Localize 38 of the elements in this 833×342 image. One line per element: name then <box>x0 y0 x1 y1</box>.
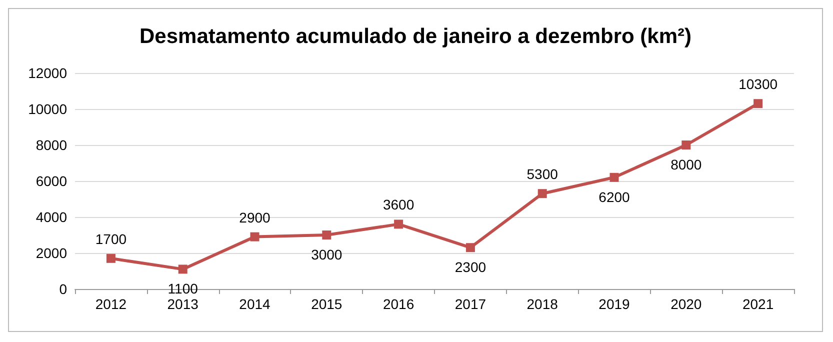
point <box>106 254 116 263</box>
data-label: 6200 <box>598 188 630 205</box>
data-label: 10300 <box>738 76 778 92</box>
y-tick-label: 10000 <box>28 101 68 117</box>
point <box>394 220 404 229</box>
point <box>538 189 547 198</box>
data-label: 1100 <box>168 280 198 297</box>
y-tick-label: 0 <box>59 281 68 297</box>
y-tick-label: 12000 <box>28 65 68 81</box>
y-tick-label: 6000 <box>36 173 68 189</box>
data-label: 5300 <box>526 166 558 182</box>
point <box>250 232 260 242</box>
chart-title: Desmatamento acumulado de janeiro a dezembro (km²) <box>140 25 692 48</box>
data-label: 3000 <box>311 246 342 262</box>
x-tick-label: 2017 <box>454 296 486 312</box>
point <box>682 140 691 150</box>
x-tick-label: 2020 <box>670 296 702 312</box>
data-label: 3600 <box>382 196 414 213</box>
point <box>466 243 475 252</box>
point <box>610 172 619 182</box>
x-tick-label: 2012 <box>95 296 127 312</box>
point <box>322 230 332 240</box>
y-tick-label: 2000 <box>36 245 68 261</box>
x-tick-label: 2014 <box>239 296 271 312</box>
x-tick-label: 2015 <box>311 296 342 312</box>
x-tick-label: 2018 <box>526 296 558 312</box>
x-tick-label: 2016 <box>382 296 414 312</box>
data-label: 2900 <box>239 209 271 226</box>
data-label: 2300 <box>454 259 486 276</box>
data-label: 8000 <box>670 156 702 172</box>
x-tick-label: 2021 <box>742 296 774 312</box>
x-tick-label: 2019 <box>598 296 630 312</box>
y-tick-label: 4000 <box>36 209 68 225</box>
point <box>178 264 188 274</box>
x-tick-label: 2013 <box>167 296 199 312</box>
point <box>754 99 763 108</box>
y-tick-label: 8000 <box>36 137 68 153</box>
data-label: 1700 <box>95 230 127 247</box>
